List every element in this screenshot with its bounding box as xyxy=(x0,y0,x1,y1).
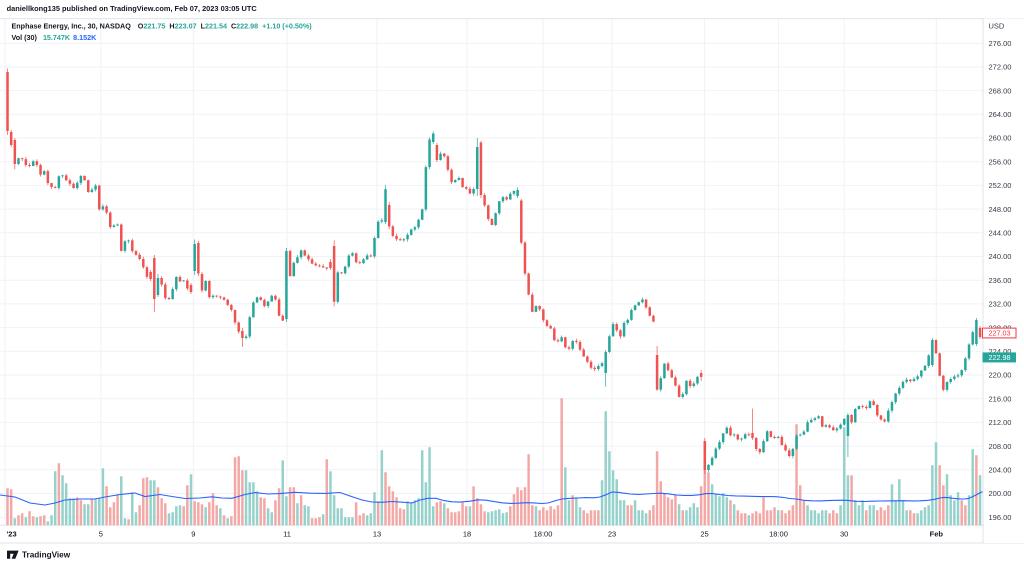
svg-text:212.00: 212.00 xyxy=(989,418,1012,427)
svg-text:248.00: 248.00 xyxy=(989,205,1012,214)
svg-text:9: 9 xyxy=(191,529,195,538)
svg-text:25: 25 xyxy=(700,529,708,538)
svg-text:260.00: 260.00 xyxy=(989,134,1012,143)
svg-text:196.00: 196.00 xyxy=(989,513,1012,522)
svg-text:Feb: Feb xyxy=(930,529,944,538)
svg-text:276.00: 276.00 xyxy=(989,39,1012,48)
svg-text:232.00: 232.00 xyxy=(989,300,1012,309)
svg-text:18:00: 18:00 xyxy=(534,529,553,538)
svg-text:222.98: 222.98 xyxy=(989,353,1011,362)
svg-text:'23: '23 xyxy=(7,529,17,538)
svg-text:220.00: 220.00 xyxy=(989,371,1012,380)
svg-text:272.00: 272.00 xyxy=(989,63,1012,72)
svg-text:208.00: 208.00 xyxy=(989,442,1012,451)
svg-text:216.00: 216.00 xyxy=(989,394,1012,403)
svg-text:11: 11 xyxy=(283,529,291,538)
svg-text:227.03: 227.03 xyxy=(989,329,1011,338)
svg-text:240.00: 240.00 xyxy=(989,252,1012,261)
svg-text:5: 5 xyxy=(99,529,103,538)
svg-text:264.00: 264.00 xyxy=(989,110,1012,119)
svg-text:200.00: 200.00 xyxy=(989,489,1012,498)
svg-text:Enphase Energy, Inc., 30, NASD: Enphase Energy, Inc., 30, NASDAQ O221.75 H… xyxy=(12,21,313,30)
svg-text:USD: USD xyxy=(989,22,1005,31)
svg-text:236.00: 236.00 xyxy=(989,276,1012,285)
svg-text:daniellkong135 published on Tr: daniellkong135 published on TradingView.… xyxy=(7,4,258,13)
svg-text:252.00: 252.00 xyxy=(989,181,1012,190)
svg-text:TradingView: TradingView xyxy=(22,550,71,559)
svg-text:268.00: 268.00 xyxy=(989,86,1012,95)
svg-text:256.00: 256.00 xyxy=(989,157,1012,166)
svg-text:30: 30 xyxy=(840,529,848,538)
svg-text:13: 13 xyxy=(373,529,381,538)
svg-text:18:00: 18:00 xyxy=(769,529,788,538)
svg-text:204.00: 204.00 xyxy=(989,466,1012,475)
svg-text:18: 18 xyxy=(463,529,471,538)
svg-text:244.00: 244.00 xyxy=(989,229,1012,238)
svg-text:224.00: 224.00 xyxy=(989,347,1012,356)
svg-text:23: 23 xyxy=(608,529,616,538)
